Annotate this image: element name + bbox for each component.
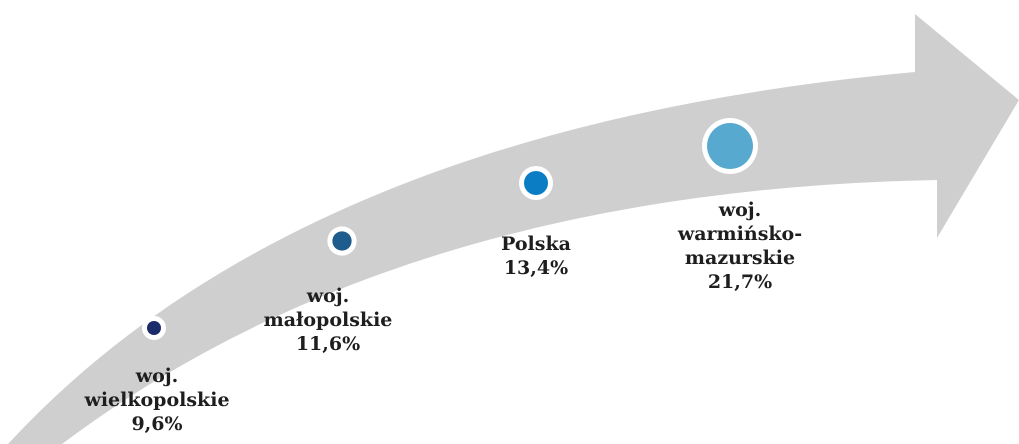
bubble-label: woj. małopolskie 11,6% <box>264 284 393 356</box>
bubble <box>523 170 549 196</box>
category-label: woj. wielkopolskie <box>84 365 230 411</box>
value-label: 11,6% <box>295 333 361 355</box>
bubble-label: woj. warmińsko-mazurskie 21,7% <box>678 198 802 294</box>
arrow <box>8 14 1019 444</box>
bubble-label: woj. wielkopolskie 9,6% <box>84 364 229 436</box>
value-label: 9,6% <box>131 413 183 435</box>
category-label: woj. małopolskie <box>263 285 393 331</box>
bubble <box>332 231 352 251</box>
value-label: 13,4% <box>503 257 569 279</box>
bubble <box>147 321 161 335</box>
bubble-label: Polska 13,4% <box>501 232 571 280</box>
bubble <box>707 123 753 169</box>
value-label: 21,7% <box>707 271 773 293</box>
category-label: Polska <box>501 233 571 255</box>
category-label: woj. warmińsko-mazurskie <box>677 199 803 269</box>
